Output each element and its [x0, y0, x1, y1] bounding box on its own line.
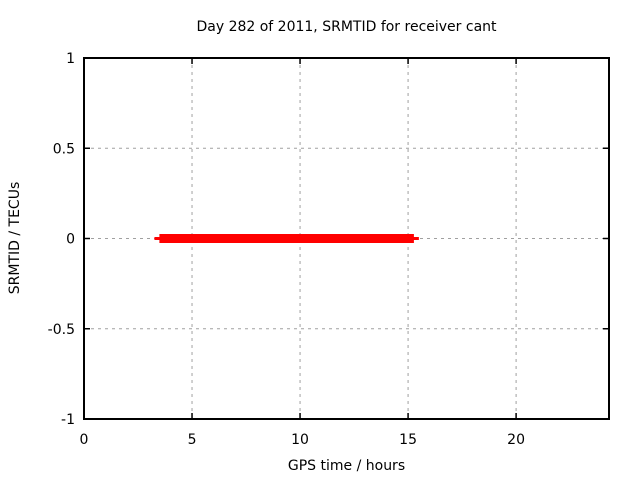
y-tick-label: 0 [66, 232, 75, 248]
x-tick-label: 15 [399, 432, 417, 448]
x-axis-label: GPS time / hours [287, 458, 406, 474]
x-tick-label: 20 [507, 432, 525, 448]
chart-title: Day 282 of 2011, SRMTID for receiver can… [196, 19, 497, 35]
y-tick-label: 0.5 [53, 141, 75, 157]
y-tick-label: -0.5 [48, 322, 75, 338]
x-tick-label: 10 [291, 432, 309, 448]
y-tick-label: 1 [66, 51, 75, 67]
x-tick-label: 0 [80, 432, 89, 448]
x-tick-label: 5 [188, 432, 197, 448]
y-tick-label: -1 [61, 412, 75, 428]
